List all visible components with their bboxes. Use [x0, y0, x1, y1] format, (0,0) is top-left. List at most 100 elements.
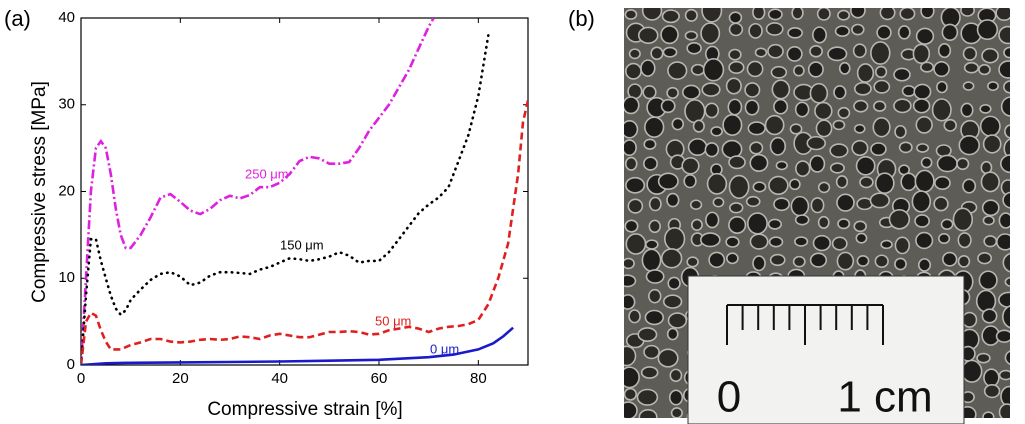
pore	[689, 199, 703, 210]
pore	[728, 216, 747, 234]
pore	[636, 388, 659, 406]
pore	[787, 27, 803, 39]
y-tick-label: 20	[58, 182, 75, 199]
pore	[1003, 46, 1010, 59]
pore	[874, 172, 895, 194]
pore	[752, 255, 766, 272]
pore	[624, 9, 638, 20]
pore	[829, 162, 845, 174]
pore	[744, 99, 760, 116]
pore	[648, 196, 662, 212]
pore	[704, 102, 720, 119]
pore	[894, 257, 907, 271]
pore	[657, 348, 679, 368]
pore	[667, 61, 688, 80]
pore	[834, 25, 850, 37]
pore	[851, 23, 865, 36]
pore	[765, 22, 784, 36]
pore	[983, 235, 998, 248]
pore	[1004, 276, 1010, 287]
pore	[683, 173, 697, 189]
pore	[998, 403, 1010, 418]
pore	[999, 154, 1010, 174]
y-axis-title: Compressive stress [MPa]	[29, 81, 50, 303]
pore	[933, 61, 950, 78]
pore	[686, 256, 699, 268]
pore	[749, 153, 769, 172]
pore	[837, 106, 851, 119]
pore	[836, 251, 855, 271]
pore	[670, 407, 683, 418]
pore	[901, 85, 916, 97]
pore	[836, 193, 855, 212]
pore	[894, 124, 907, 139]
pore	[662, 294, 683, 309]
pore	[710, 126, 723, 137]
pore	[728, 60, 745, 74]
pore	[880, 239, 893, 250]
pore	[982, 411, 995, 418]
pore	[982, 215, 995, 226]
pore	[915, 116, 933, 134]
pore	[624, 257, 635, 270]
pore	[666, 86, 679, 99]
pore	[898, 141, 913, 154]
pore	[754, 47, 768, 58]
pore	[852, 43, 867, 59]
pore	[855, 156, 876, 176]
pore	[1003, 80, 1010, 94]
pore	[879, 8, 896, 21]
pore	[667, 312, 688, 329]
pore	[794, 101, 810, 118]
pore	[851, 139, 869, 157]
pore	[660, 98, 676, 114]
pore	[888, 208, 911, 230]
pore	[981, 308, 998, 324]
pore	[624, 62, 642, 80]
pore	[810, 197, 825, 214]
plot-area	[81, 18, 528, 365]
pore	[728, 174, 750, 200]
pore	[814, 101, 833, 121]
pore	[668, 389, 684, 406]
pore	[671, 117, 685, 131]
pore	[624, 219, 639, 233]
pore	[982, 134, 1002, 154]
pore	[853, 123, 866, 134]
pore	[961, 311, 978, 328]
pore	[637, 26, 659, 45]
pore	[747, 121, 766, 136]
pore	[708, 251, 726, 269]
pore	[746, 60, 764, 78]
pore	[832, 119, 846, 131]
pore	[794, 236, 809, 247]
pore	[937, 233, 951, 245]
pore	[706, 172, 728, 195]
pore	[983, 384, 1001, 399]
pore	[975, 289, 997, 313]
pore	[645, 269, 665, 284]
pore	[936, 80, 948, 94]
pore	[914, 169, 935, 193]
pore	[983, 368, 1000, 388]
pore	[855, 232, 868, 244]
pore	[769, 253, 786, 267]
pore	[998, 291, 1010, 308]
pore	[746, 212, 768, 235]
pore	[792, 255, 806, 268]
series-label: 150 μm	[280, 237, 324, 252]
pore	[794, 214, 810, 226]
pore	[624, 294, 636, 310]
pore	[911, 190, 932, 213]
pore	[957, 255, 971, 268]
pore	[831, 236, 848, 251]
x-tick-label: 80	[470, 370, 487, 387]
pore	[978, 270, 998, 291]
pore	[869, 192, 891, 209]
pore	[692, 119, 705, 133]
pore	[624, 401, 638, 418]
pore	[998, 25, 1010, 45]
pore	[1002, 305, 1010, 329]
pore	[920, 156, 933, 169]
x-axis-title: Compressive strain [%]	[207, 399, 402, 420]
